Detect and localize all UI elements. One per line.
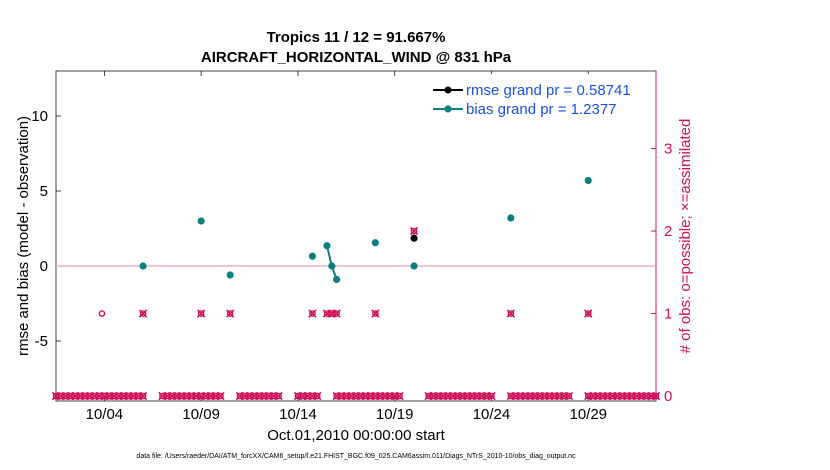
obs-assimilated-marker [138,309,148,318]
zero-count-assimilated-marker [395,391,404,401]
bias-point [507,214,515,222]
y-axis-label: rmse and bias (model - observation) [15,116,32,356]
bias-point [328,262,336,270]
zero-count-assimilated-marker [216,391,225,401]
y-axis-ticks: -5 0 5 10 [31,108,61,350]
legend-marker-rmse [444,86,452,94]
rmse-series [410,234,418,242]
zero-count-possible-marker [565,392,573,400]
zero-count-assimilated-marker [274,391,283,401]
bias-series [139,176,592,284]
right-tick-label: 0 [664,388,672,405]
x-tick-label: 10/24 [473,406,511,423]
bias-point [308,252,317,260]
obs-assimilated-marker [196,309,206,318]
y-tick-label: 5 [40,183,48,200]
plot-frame [55,70,657,402]
zero-count-row [51,391,661,401]
obs-possible-marker [197,310,205,317]
x-axis-label: Oct.01,2010 00:00:00 start [267,427,445,444]
zero-count-assimilated-marker [564,391,574,401]
chart-title-line2: AIRCRAFT_HORIZONTAL_WIND @ 831 hPa [201,49,512,66]
bias-point [226,271,234,279]
obs-possible-marker [584,310,592,317]
right-tick-label: 3 [664,141,672,158]
y-tick-label: 10 [31,108,48,125]
rmse-point [410,234,418,242]
obs-assimilated-marker [332,309,341,318]
zero-count-assimilated-marker [313,391,322,401]
obs-possible-marker [226,310,234,317]
bias-point [197,217,205,225]
obs-possible-marker [309,310,316,317]
x-tick-label: 10/14 [279,406,317,423]
bias-point [323,242,331,250]
zero-count-possible-marker [139,392,147,400]
right-tick-label: 2 [664,223,672,240]
bias-point [371,239,379,247]
x-tick-label: 10/09 [182,406,220,423]
chart-title-line1: Tropics 11 / 12 = 91.667% [267,29,446,46]
legend-label-bias: bias grand pr = 1.2377 [466,101,617,118]
zero-count-possible-marker [217,392,224,400]
zero-count-assimilated-marker [138,391,148,401]
obs-assimilated-marker [409,226,419,236]
zero-count-possible-marker [275,392,282,400]
observation-count-markers [98,226,593,318]
legend-background [428,74,654,120]
zero-count-possible-marker [488,392,495,400]
bias-point [333,275,341,284]
zero-count-possible-marker [652,392,660,400]
zero-count-assimilated-marker [487,391,496,401]
zero-count-assimilated-marker [651,391,661,401]
bias-point [139,262,147,270]
bias-point [584,176,592,185]
right-axis-ticks: 0 1 2 3 [651,141,672,405]
obs-possible-marker [372,310,379,317]
y-tick-label: 0 [40,258,48,275]
x-tick-label: 10/04 [86,406,124,423]
right-tick-label: 1 [664,306,672,323]
obs-possible-marker [139,310,147,317]
zero-count-possible-marker [396,392,403,400]
legend: rmse grand pr = 0.58741 bias grand pr = … [428,74,654,120]
right-axis-label: # of obs: o=possible; ×=assimilated [677,119,694,354]
obs-assimilated-marker [506,309,516,318]
y-tick-label: -5 [35,333,48,350]
obs-possible-marker [98,310,106,317]
bias-point [410,262,418,270]
obs-assimilated-marker [371,309,380,318]
zero-count-possible-marker [313,392,321,400]
obs-assimilated-marker [584,309,593,318]
x-tick-label: 10/19 [376,406,414,423]
obs-possible-marker [333,310,340,317]
x-tick-label: 10/29 [569,406,607,423]
data-file-footnote: data file: /Users/raeder/DAI/ATM_forcXX/… [136,453,576,460]
x-axis-ticks: 10/04 10/09 10/14 10/19 10/24 10/29 [86,71,607,423]
obs-possible-marker [410,227,418,235]
legend-marker-bias [444,105,452,113]
obs-assimilated-marker [308,309,317,318]
legend-label-rmse: rmse grand pr = 0.58741 [466,82,631,99]
obs-assimilated-marker [226,309,235,318]
obs-possible-marker [507,310,515,317]
